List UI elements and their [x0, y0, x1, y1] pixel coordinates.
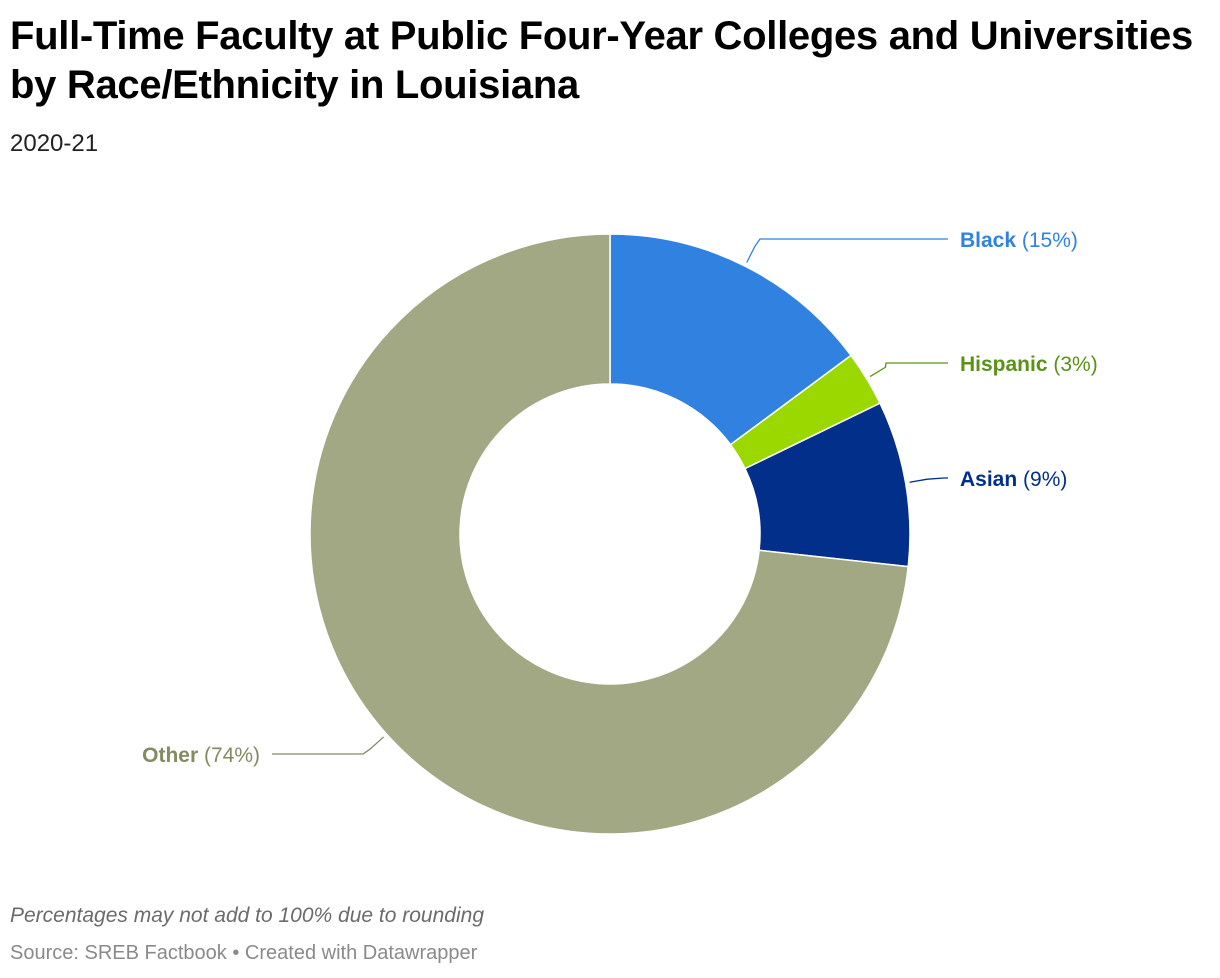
slice-label-name: Asian [960, 468, 1017, 491]
slice-label-black: Black (15%) [960, 229, 1078, 252]
slice-label-value: (15%) [1016, 229, 1078, 252]
slice-black [609, 233, 853, 446]
rounding-note: Percentages may not add to 100% due to r… [10, 904, 484, 927]
credit-text: Created with Datawrapper [244, 942, 478, 964]
slice-label-asian: Asian (9%) [960, 468, 1067, 491]
chart-subtitle: 2020-21 [10, 130, 99, 157]
slice-label-name: Hispanic [960, 353, 1048, 376]
donut-slices [309, 233, 911, 835]
leader-line-other [272, 736, 385, 755]
slice-label-other: Other (74%) [142, 744, 260, 767]
leader-lines [272, 238, 948, 755]
leader-line-hispanic [869, 362, 948, 378]
slice-label-name: Black [960, 229, 1016, 252]
chart-title: Full-Time Faculty at Public Four-Year Co… [10, 14, 1193, 107]
slice-label-value: (74%) [198, 744, 260, 767]
slice-label-name: Other [142, 744, 198, 767]
leader-line-asian [909, 477, 948, 483]
slice-label-hispanic: Hispanic (3%) [960, 353, 1098, 376]
leader-line-black [746, 238, 948, 263]
source-line: Source: SREB Factbook • Created with Dat… [10, 942, 477, 965]
slice-label-value: (9%) [1017, 468, 1067, 491]
slice-label-value: (3%) [1048, 353, 1098, 376]
source-text: Source: SREB Factbook [10, 942, 227, 964]
slice-labels: Black (15%) Hispanic (3%) Asian (9%) Other … [142, 229, 1098, 767]
donut-chart: Black (15%) Hispanic (3%) Asian (9%) Other … [142, 229, 1098, 835]
separator: • [232, 942, 240, 964]
slice-other [309, 233, 910, 835]
